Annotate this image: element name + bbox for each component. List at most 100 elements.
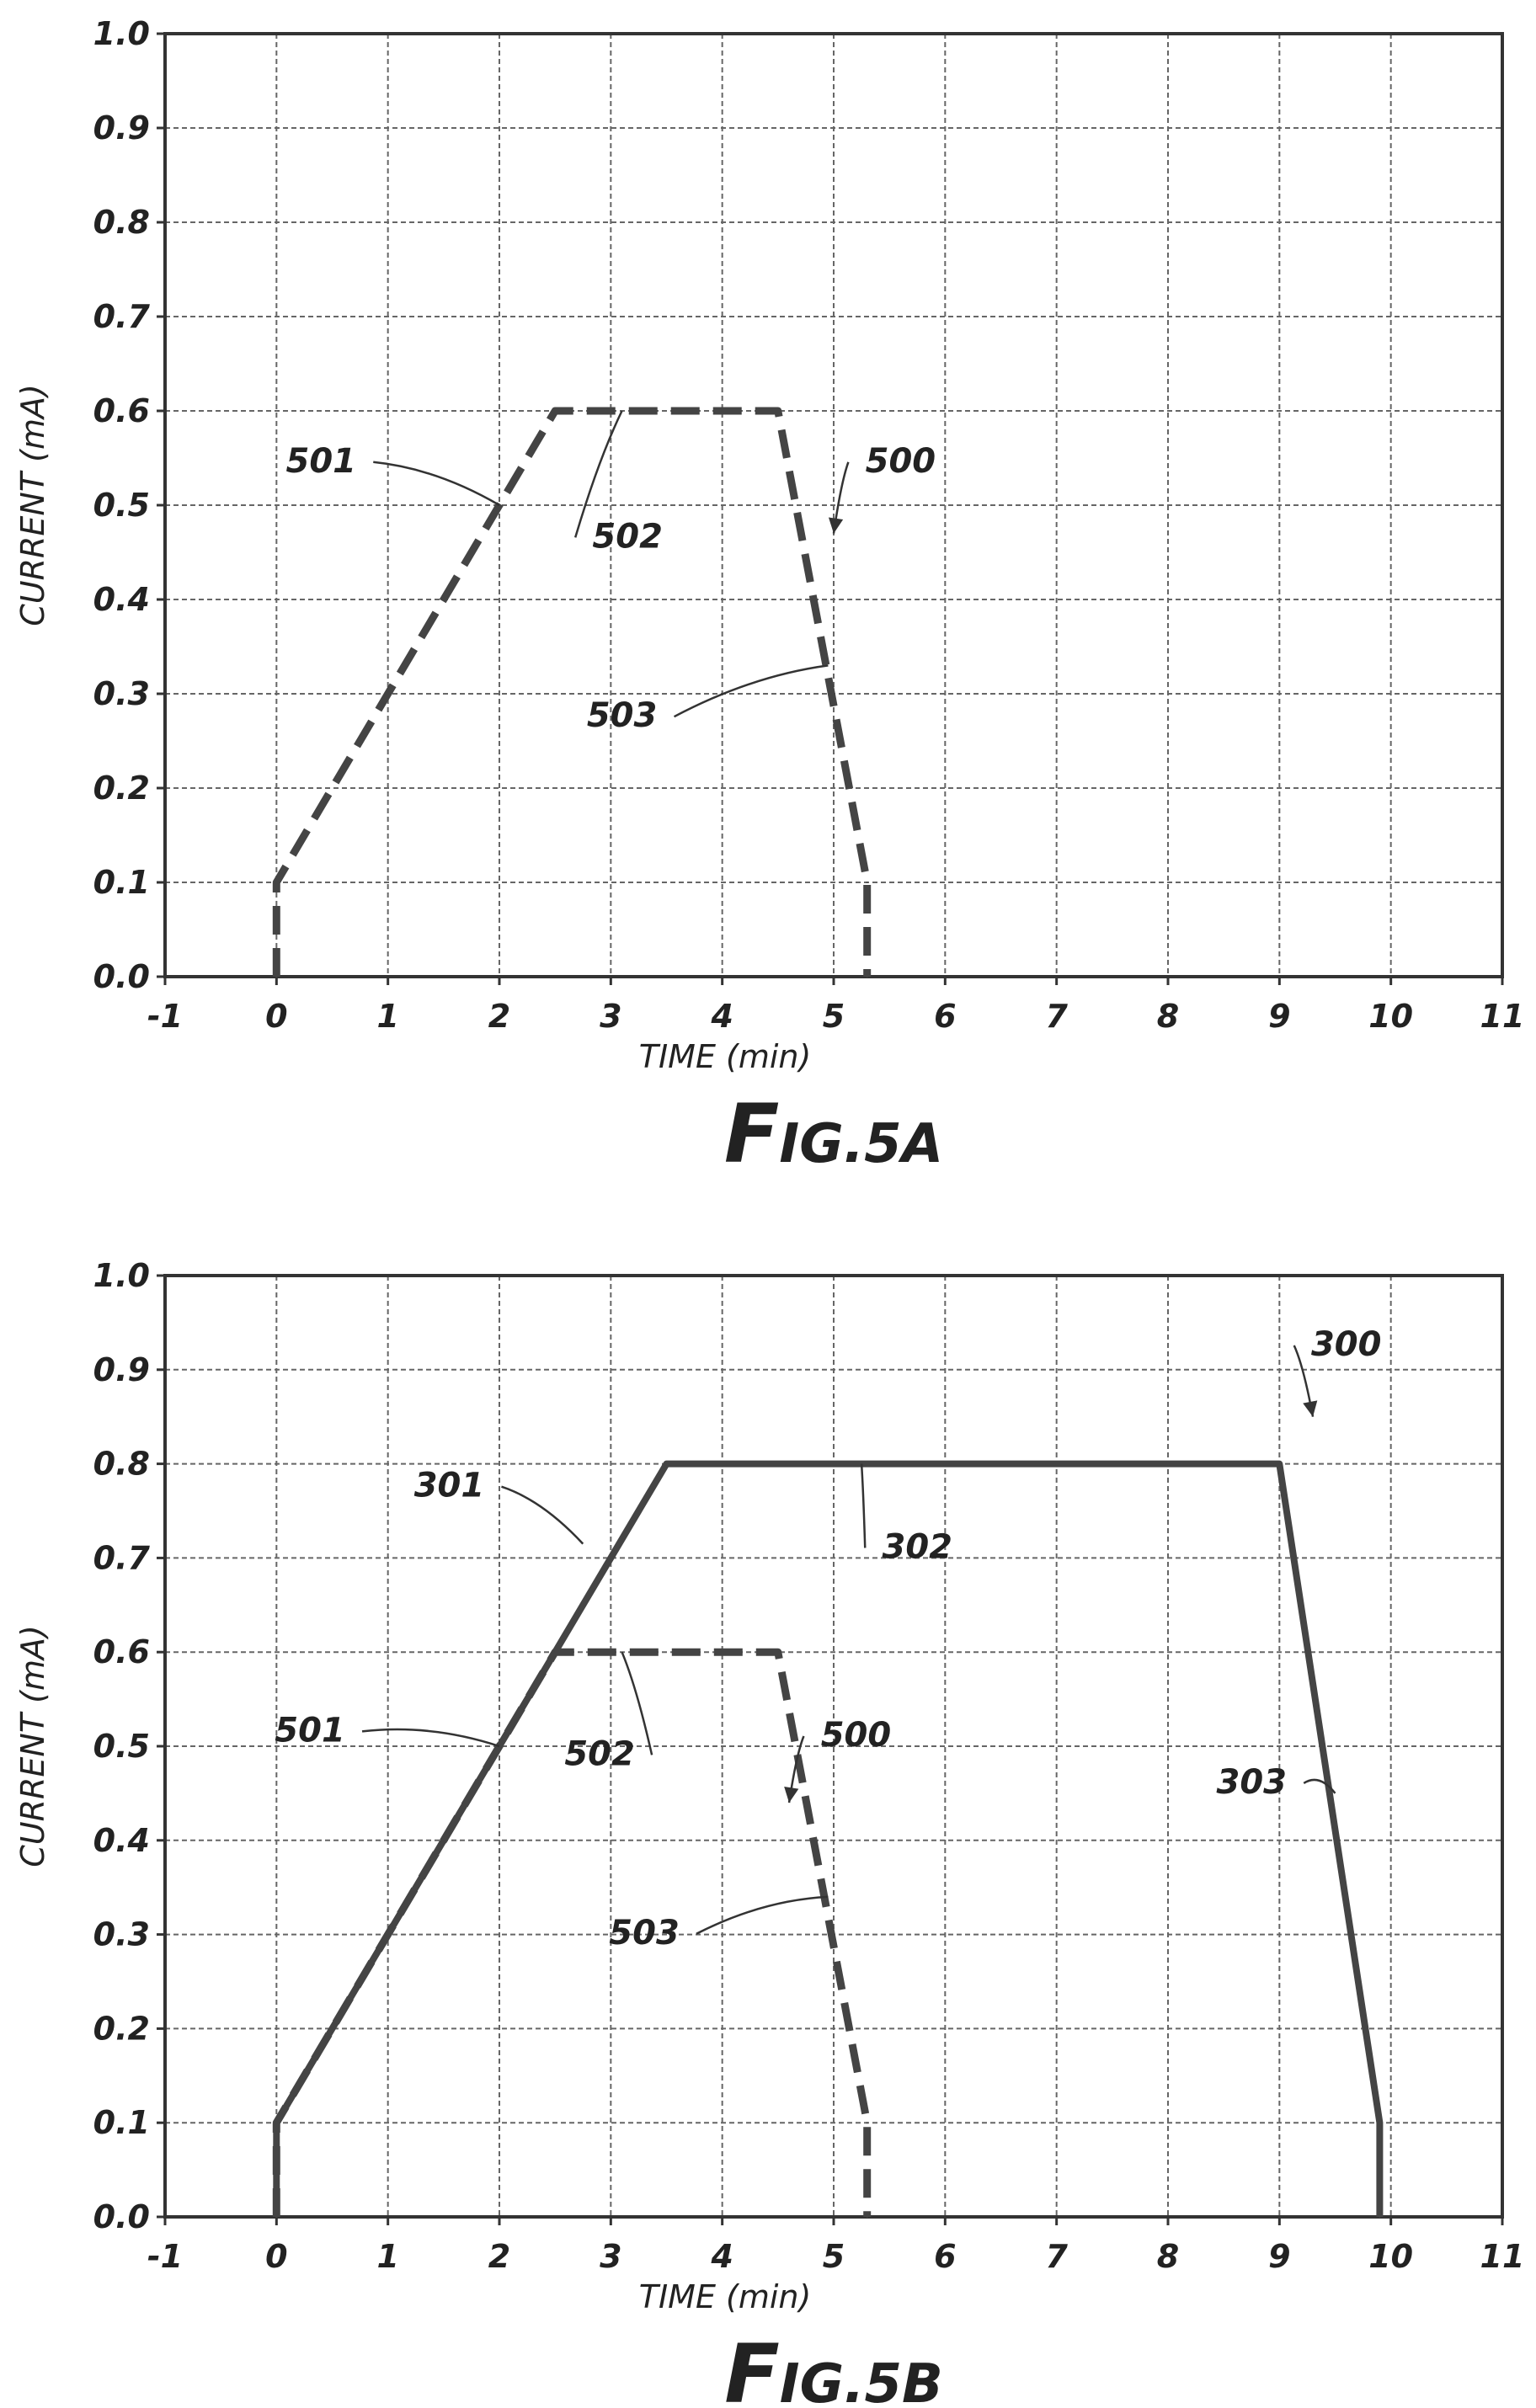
x-tick-label: 7 [1045,998,1068,1035]
reference-numeral: 503 [609,1914,680,1953]
series-point [866,2216,868,2218]
series-point [866,2122,868,2124]
leader-arrowhead [828,517,844,534]
x-tick-label: 1 [376,2238,398,2275]
reference-numeral: 303 [1217,1763,1288,1802]
x-tick-label: 6 [934,2238,956,2275]
leader-line [501,1485,584,1545]
series-point [1379,2216,1381,2218]
reference-numeral: 502 [564,1734,635,1773]
y-tick-label: 0.5 [93,487,150,524]
y-tick-label: 0.9 [93,109,150,147]
series-point [554,1651,557,1654]
x-axis-label: TIME (min) [639,2278,812,2315]
fig-5a-chart: 0.0 0.1 0.2 0.3 0.4 0.5 0.6 0.7 0.8 0.9 1.0 -1 0 1 2 3 4… [14,15,1524,1181]
y-tick-label: 0.6 [93,1633,150,1670]
leader-line [573,410,623,538]
series-point [275,2216,278,2218]
leader-line [673,664,829,718]
x-tick-label: 11 [1480,2238,1525,2275]
y-tick-label: 0.8 [93,204,150,241]
y-axis-label: CURRENT (mA) [14,384,51,626]
x-tick-label: 5 [823,2238,845,2275]
leader-line [696,1895,829,1935]
y-tick-label: 0.7 [93,298,151,335]
x-tick-label: 9 [1268,2238,1290,2275]
reference-numeral: 501 [275,1711,345,1750]
series-line-dashed [272,407,872,977]
y-tick-label: 0.1 [93,864,150,901]
figure-caption-rest: IG.5A [779,1113,943,1175]
y-tick-label: 0.4 [93,1822,150,1859]
reference-numeral: 300 [1311,1325,1382,1364]
leader-arrowhead [1303,1400,1318,1417]
y-tick-label: 0.6 [93,392,150,429]
figure-caption-rest: IG.5B [780,2353,943,2408]
figure-caption: FIG.5B [724,2327,943,2408]
x-tick-label: 3 [600,998,621,1035]
reference-numeral: 500 [866,442,936,481]
x-tick-label: 4 [710,2238,733,2275]
y-tick-label: 0.4 [93,581,150,618]
x-tick-label: 5 [823,998,845,1035]
x-tick-label: 8 [1157,2238,1179,2275]
reference-numeral: 501 [286,442,357,481]
leader-line [860,1463,867,1548]
y-tick-label: 0.9 [93,1351,150,1388]
series-point [554,410,557,412]
x-tick-label: 2 [488,998,510,1035]
series-point [1379,2122,1381,2124]
x-tick-label: 0 [265,998,287,1035]
y-tick-label: 0.2 [93,2010,150,2047]
y-tick-label: 0.2 [93,770,150,807]
series-point [866,976,868,978]
reference-numeral: 502 [592,517,663,556]
x-tick-label: 10 [1368,998,1413,1035]
series-point [866,882,868,883]
y-tick-label: 0.0 [93,958,150,995]
x-tick-label: 8 [1157,998,1179,1035]
x-axis-label: TIME (min) [639,1038,812,1075]
y-tick-label: 0.1 [93,2104,150,2141]
reference-numeral: 302 [883,1527,953,1566]
series-point [776,410,779,412]
x-tick-label: 3 [600,2238,621,2275]
figure-caption-initial: F [724,1087,780,1181]
series-line-solid [273,1460,1384,2217]
leader-line [361,1728,500,1748]
y-tick-label: 0.3 [93,675,150,712]
reference-numeral: 500 [821,1716,892,1755]
series-line-dashed [272,1648,872,2217]
x-tick-label: 1 [376,998,398,1035]
x-tick-label: 4 [710,998,733,1035]
x-tick-label: 9 [1268,998,1290,1035]
leader-line [621,1651,653,1755]
y-tick-label: 0.5 [93,1728,150,1765]
leader-line [373,461,500,507]
x-tick-label: -1 [147,2238,183,2275]
x-tick-label: 6 [934,998,956,1035]
x-tick-label: 11 [1480,998,1525,1035]
x-tick-label: 10 [1368,2238,1413,2275]
series-point [776,1651,779,1654]
y-axis-label: CURRENT (mA) [14,1625,51,1867]
leader-arrowhead [784,1786,799,1803]
x-tick-label: 7 [1045,2238,1068,2275]
leader-line [1303,1778,1336,1794]
x-tick-label: -1 [147,998,183,1035]
fig-5b-chart: 0.0 0.1 0.2 0.3 0.4 0.5 0.6 0.7 0.8 0.9 1.0 -1 0 1 2 3 4… [14,1257,1524,2408]
y-tick-label: 0.8 [93,1446,150,1483]
figure-caption: FIG.5A [724,1087,943,1181]
x-tick-label: 2 [488,2238,510,2275]
y-tick-label: 0.7 [93,1539,151,1576]
series-point [275,882,278,883]
y-tick-label: 0.0 [93,2198,150,2235]
figure-caption-initial: F [724,2327,780,2408]
x-tick-label: 0 [265,2238,287,2275]
series-point [275,976,278,978]
reference-numeral: 503 [587,696,658,735]
y-tick-label: 1.0 [93,15,150,52]
series-point [665,1462,668,1465]
series-point [275,2122,278,2124]
